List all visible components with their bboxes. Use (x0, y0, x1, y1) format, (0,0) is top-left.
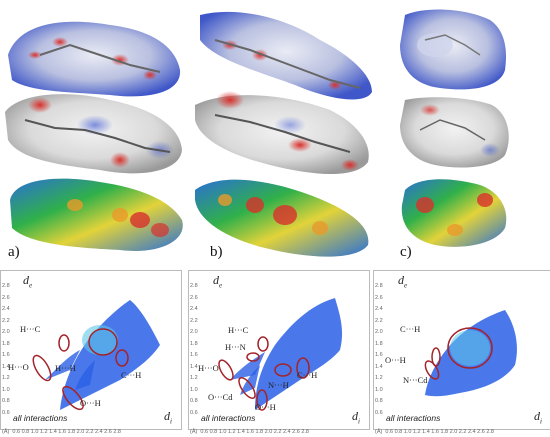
axis-di-label: di (534, 409, 542, 426)
surface-c-curvedness (401, 179, 507, 247)
y-tick-label: 1.6 (190, 352, 198, 358)
y-tick-label: 2.8 (2, 283, 10, 289)
annotation-c-0: C···H (400, 324, 420, 334)
y-tick-label: 2.4 (375, 306, 383, 312)
y-tick-label: 1.0 (190, 386, 198, 393)
y-tick-label: 1.4 (2, 363, 10, 370)
annotation-b-4: C···H (297, 370, 317, 380)
y-tick-label: 1.4 (190, 363, 198, 370)
y-tick-label: 1.6 (2, 352, 10, 358)
y-tick-label: 0.8 (190, 398, 198, 404)
y-tick-label: 0.6 (375, 409, 383, 416)
annotation-b-3: N···H (268, 380, 289, 390)
annotation-b-6: O···H (255, 402, 276, 412)
y-tick-label: 2.8 (375, 283, 383, 289)
y-tick-label: 2.6 (190, 294, 198, 301)
annotation-b-1: H···N (225, 342, 246, 352)
surface-b-middle (195, 91, 369, 175)
y-tick-label: 2.6 (375, 294, 383, 301)
y-tick-label: 2.0 (190, 329, 198, 335)
y-tick-label: 1.2 (2, 375, 10, 381)
annotation-b-0: H···C (228, 325, 249, 335)
fingerprint-cloud-b (230, 298, 343, 410)
ellipses-c (424, 327, 493, 380)
surface-c-middle (400, 97, 509, 168)
y-tick-label: 0.8 (2, 398, 10, 404)
x-axis-c: (Å) 0.6 0.8 1.0 1.2 1.4 1.6 1.8 2.0 2.2 … (375, 429, 494, 435)
surface-a-curvedness (10, 178, 183, 251)
annotation-a-4: C···H (121, 370, 141, 380)
axis-di-label: di (164, 409, 172, 426)
axis-di-label: di (352, 409, 360, 426)
x-axis-a: (Å) 0.6 0.8 1.0 1.2 1.4 1.6 1.8 2.0 2.2 … (2, 429, 121, 435)
annotation-a-0: H···C (20, 324, 41, 334)
annotation-b-2: H···O (198, 363, 219, 373)
y-tick-label: 2.0 (375, 329, 383, 335)
all-interactions-caption: all interactions (201, 413, 256, 423)
surface-a-top (8, 21, 181, 97)
all-interactions-caption: all interactions (386, 413, 441, 423)
y-tick-label: 1.8 (190, 340, 198, 347)
y-tick-label: 1.2 (190, 375, 198, 381)
surface-c-top (400, 9, 507, 90)
surface-b-top (200, 11, 372, 100)
annotation-c-1: O···H (385, 355, 406, 365)
annotation-b-5: O···Cd (208, 392, 233, 402)
y-tick-label: 2.2 (190, 317, 198, 324)
panel-label-b: b) (210, 244, 223, 260)
fingerprint-overlays: H···C H···O H···H O···H C···H H···C H···… (8, 298, 517, 412)
y-tick-label: 1.4 (375, 363, 383, 370)
y-tick-label: 1.8 (375, 340, 383, 347)
y-tick-label: 2.4 (190, 306, 198, 312)
surface-a-middle (5, 94, 182, 174)
axis-de-label: de (398, 273, 408, 290)
axis-de-label: de (213, 273, 223, 290)
fingerprint-cloud-c (425, 310, 517, 397)
y-tick-label: 1.0 (375, 386, 383, 393)
y-tick-label: 0.6 (2, 409, 10, 416)
y-tick-label: 1.0 (2, 386, 10, 393)
annotation-c-2: N···Cd (403, 375, 428, 385)
y-tick-label: 1.6 (375, 352, 383, 358)
y-tick-label: 2.0 (2, 329, 10, 335)
y-tick-label: 2.2 (2, 317, 10, 324)
x-axis-b: (Å) 0.6 0.8 1.0 1.2 1.4 1.6 1.8 2.0 2.2 … (190, 429, 309, 435)
ellipses-b (218, 336, 310, 411)
annotation-a-2: H···H (55, 363, 76, 373)
y-tick-label: 0.8 (375, 398, 383, 404)
y-tick-label: 2.6 (2, 294, 10, 301)
surface-b-curvedness (195, 179, 369, 257)
panel-label-c: c) (400, 244, 412, 260)
ellipses-a (32, 328, 129, 411)
all-interactions-caption: all interactions (13, 413, 68, 423)
y-tick-label: 1.2 (375, 375, 383, 381)
y-tick-label: 2.4 (2, 306, 10, 312)
panel-label-a: a) (8, 244, 20, 260)
y-tick-label: 1.8 (2, 340, 10, 347)
y-tick-label: 2.2 (375, 317, 383, 324)
annotation-a-1: H···O (8, 362, 29, 372)
annotation-a-3: O···H (80, 398, 101, 408)
y-tick-label: 2.8 (190, 283, 198, 289)
axis-de-label: de (23, 273, 33, 290)
y-tick-label: 0.6 (190, 409, 198, 416)
